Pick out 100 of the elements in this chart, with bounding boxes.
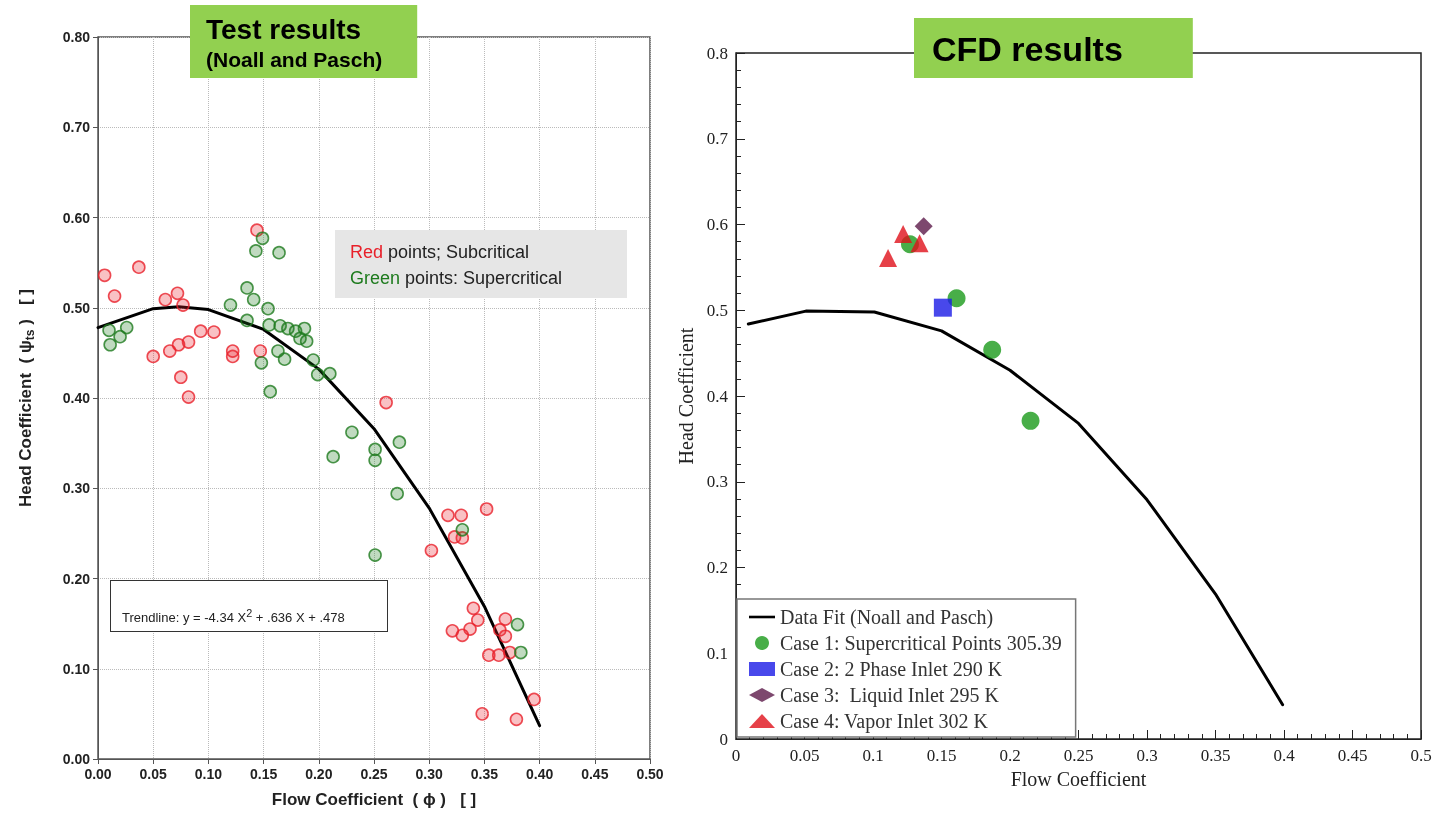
point	[193, 324, 208, 339]
x-tick-label: 0.45	[581, 766, 609, 782]
x-tick-label: 0.4	[1273, 746, 1296, 765]
point	[368, 548, 382, 562]
point	[255, 231, 270, 246]
point	[455, 522, 470, 537]
point	[225, 349, 240, 364]
y-axis-title: Head Coefficient	[674, 327, 697, 465]
point	[947, 289, 966, 308]
point	[510, 617, 525, 632]
point	[113, 329, 127, 344]
x-tick-label: 0.05	[789, 746, 820, 765]
point	[466, 601, 481, 616]
point	[146, 349, 160, 364]
point	[277, 352, 292, 366]
point	[103, 337, 117, 352]
point	[441, 508, 455, 523]
annotation: Red points; Subcritical	[350, 242, 530, 264]
y-tick-label: 0.8	[706, 43, 728, 63]
point	[297, 321, 312, 336]
y-tick-label: 0	[719, 729, 728, 749]
x-tick-label: 0.45	[1337, 746, 1368, 765]
point	[323, 366, 337, 381]
point	[223, 298, 238, 312]
point	[894, 224, 913, 243]
point	[491, 648, 506, 663]
point	[368, 453, 382, 468]
point	[162, 344, 177, 358]
point	[261, 301, 275, 316]
chart-title: CFD results	[932, 30, 1123, 68]
text: (Noall and Pasch)	[206, 48, 383, 71]
point	[170, 286, 185, 301]
point	[379, 395, 393, 410]
legend-label: Case 4: Vapor Inlet 302 K	[780, 710, 989, 733]
point	[527, 692, 541, 707]
point	[424, 543, 439, 558]
point	[158, 292, 173, 307]
point	[299, 334, 314, 348]
y-tick-label: 0.6	[706, 215, 728, 234]
point	[246, 292, 261, 307]
y-tick-label: 0.5	[706, 300, 728, 320]
point	[498, 612, 513, 626]
point	[454, 508, 469, 523]
x-tick-label: 0.2	[999, 746, 1021, 765]
x-tick-label: 0.3	[1136, 746, 1158, 765]
point	[253, 344, 268, 358]
point	[310, 367, 325, 382]
point	[97, 268, 112, 283]
point	[1021, 411, 1040, 430]
y-tick-label: 0.1	[706, 643, 728, 663]
x-tick-label: 0.25	[1063, 746, 1094, 765]
y-tick-label: 0.20	[62, 570, 91, 587]
x-tick-label: 0.1	[862, 746, 884, 765]
y-tick-label: 0.30	[62, 480, 91, 497]
point	[368, 442, 382, 457]
point	[263, 384, 278, 399]
point	[879, 248, 898, 267]
point	[102, 323, 116, 338]
y-tick-label: 0.60	[62, 209, 91, 226]
legend-label: Case 2: 2 Phase Inlet 290 K	[780, 658, 1003, 680]
point	[271, 344, 285, 358]
point	[509, 712, 524, 727]
x-tick-label: 0.35	[1200, 746, 1231, 765]
x-tick-label: 0.50	[636, 766, 664, 782]
x-tick-label: 0.25	[360, 766, 388, 782]
x-tick-label: 0.15	[926, 746, 957, 765]
x-tick-label: 0.40	[525, 766, 554, 782]
point	[983, 340, 1002, 359]
point	[514, 645, 528, 660]
x-tick-label: 0	[731, 746, 741, 765]
point	[503, 645, 517, 660]
point	[119, 320, 134, 335]
y-axis-title: Head Coefficient ( ψts ) [ ]	[16, 288, 37, 508]
x-axis-title: Flow Coefficient ( ϕ ) [ ]	[271, 790, 477, 809]
point	[272, 245, 286, 260]
y-tick-label: 0.80	[62, 29, 91, 45]
point	[181, 335, 196, 349]
point	[207, 325, 221, 339]
point	[463, 622, 477, 636]
point	[910, 234, 929, 253]
point	[254, 356, 269, 370]
point	[470, 613, 485, 627]
point	[107, 289, 122, 303]
point	[174, 370, 188, 385]
annotation: Green points: Supercritical	[350, 268, 563, 290]
annotation: Trendline: y = -4.34 X$^{2}$ + .636 X + .478	[122, 607, 345, 626]
line-series	[746, 309, 1285, 707]
x-tick-label: 0.05	[139, 766, 168, 782]
x-tick-label: 0.00	[84, 766, 112, 782]
y-tick-label: 0.70	[62, 119, 91, 136]
point	[345, 425, 359, 440]
x-tick-label: 0.5	[1410, 746, 1432, 765]
point	[933, 298, 952, 317]
y-tick-label: 0.7	[706, 129, 729, 149]
y-tick-label: 0.3	[706, 472, 728, 492]
x-tick-label: 0.10	[194, 766, 223, 782]
legend-label: Case 3: Liquid Inlet 295 K	[780, 684, 1000, 707]
point	[132, 260, 146, 274]
point	[306, 353, 321, 367]
point	[914, 217, 933, 236]
